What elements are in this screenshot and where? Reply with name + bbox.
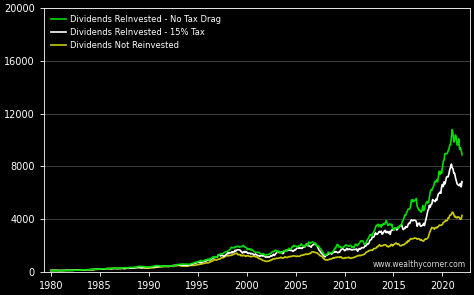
Dividends Not Reinvested <box>459 214 465 217</box>
Dividends ReInvested - No Tax Drag <box>449 128 455 131</box>
Dividends Not Reinvested <box>174 264 180 267</box>
Dividends Not Reinvested <box>449 211 455 214</box>
Line: Dividends ReInvested - No Tax Drag: Dividends ReInvested - No Tax Drag <box>51 130 462 271</box>
Dividends ReInvested - No Tax Drag <box>191 261 196 265</box>
Dividends ReInvested - 15% Tax <box>402 227 408 230</box>
Dividends ReInvested - 15% Tax <box>448 162 454 166</box>
Dividends ReInvested - No Tax Drag <box>54 269 59 272</box>
Dividends Not Reinvested <box>111 266 117 270</box>
Dividends ReInvested - 15% Tax <box>57 269 63 272</box>
Dividends ReInvested - No Tax Drag <box>156 264 162 267</box>
Line: Dividends ReInvested - 15% Tax: Dividends ReInvested - 15% Tax <box>51 164 462 271</box>
Dividends Not Reinvested <box>191 263 196 267</box>
Dividends Not Reinvested <box>402 242 408 246</box>
Dividends ReInvested - No Tax Drag <box>174 263 180 266</box>
Dividends ReInvested - No Tax Drag <box>48 269 54 272</box>
Dividends ReInvested - No Tax Drag <box>402 213 408 217</box>
Dividends ReInvested - No Tax Drag <box>111 266 117 270</box>
Dividends Not Reinvested <box>54 269 59 272</box>
Dividends ReInvested - 15% Tax <box>459 180 465 183</box>
Dividends ReInvested - No Tax Drag <box>166 264 172 268</box>
Text: www.wealthycorner.com: www.wealthycorner.com <box>373 260 465 269</box>
Line: Dividends Not Reinvested: Dividends Not Reinvested <box>51 212 462 271</box>
Dividends ReInvested - 15% Tax <box>156 265 162 268</box>
Dividends ReInvested - No Tax Drag <box>459 153 465 157</box>
Dividends Not Reinvested <box>156 265 162 269</box>
Dividends Not Reinvested <box>48 269 54 272</box>
Dividends ReInvested - 15% Tax <box>174 263 180 267</box>
Dividends ReInvested - 15% Tax <box>166 265 172 268</box>
Legend: Dividends ReInvested - No Tax Drag, Dividends ReInvested - 15% Tax, Dividends No: Dividends ReInvested - No Tax Drag, Divi… <box>48 12 223 53</box>
Dividends ReInvested - 15% Tax <box>191 262 196 266</box>
Dividends Not Reinvested <box>166 265 172 268</box>
Dividends ReInvested - 15% Tax <box>111 267 117 270</box>
Dividends ReInvested - 15% Tax <box>48 269 54 272</box>
